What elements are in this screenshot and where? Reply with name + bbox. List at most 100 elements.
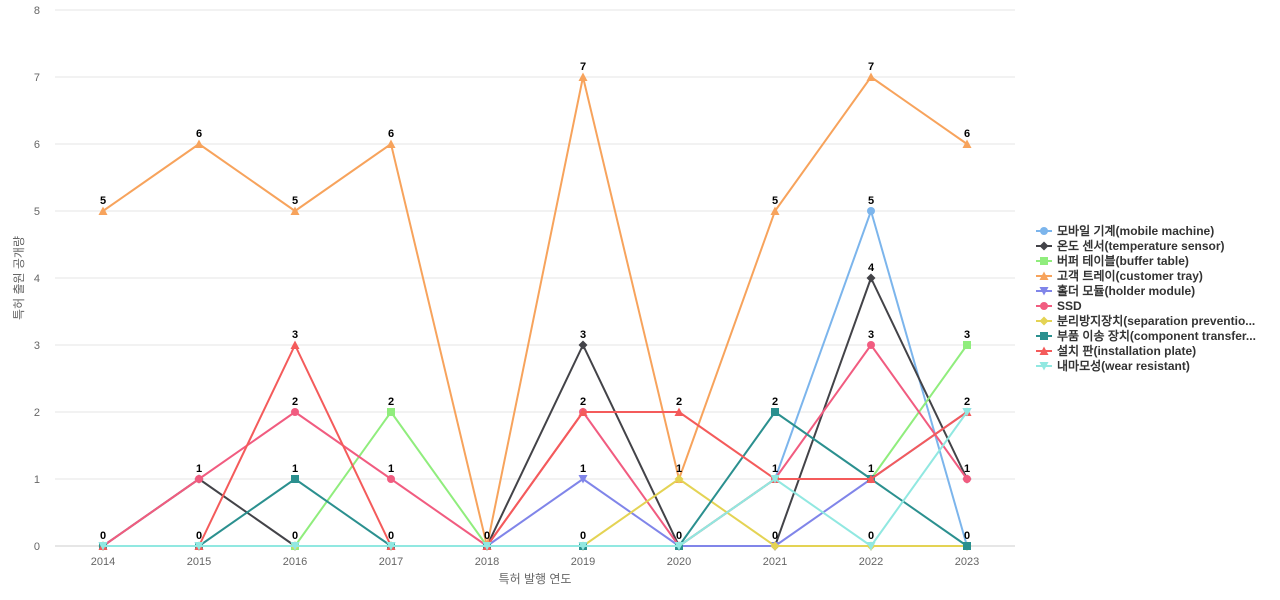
- x-tick-label: 2021: [763, 556, 787, 568]
- series-group: [98, 72, 972, 551]
- legend-item[interactable]: 내마모성(wear resistant): [1036, 358, 1190, 373]
- data-label: 2: [388, 396, 394, 408]
- data-point: [578, 542, 588, 551]
- data-point: [98, 542, 108, 551]
- x-axis-title: 특허 발행 연도: [499, 571, 572, 586]
- series-line: [102, 344, 968, 547]
- data-point: [866, 273, 876, 283]
- legend-marker: [1040, 257, 1048, 265]
- data-point: [578, 475, 588, 484]
- legend-label: 온도 센서(temperature sensor): [1057, 238, 1225, 253]
- legend-marker: [1040, 332, 1048, 340]
- series-line: [102, 411, 968, 547]
- data-point: [771, 408, 779, 416]
- data-label: 0: [484, 530, 490, 542]
- data-point: [290, 340, 300, 349]
- data-label: 7: [580, 61, 586, 73]
- x-tick-label: 2022: [859, 556, 883, 568]
- data-point: [195, 475, 203, 483]
- data-label: 1: [676, 463, 682, 475]
- y-tick-label: 2: [34, 407, 40, 419]
- data-point: [866, 474, 876, 483]
- legend-item[interactable]: 버퍼 테이블(buffer table): [1036, 253, 1189, 268]
- series-1: [99, 207, 971, 550]
- legend-label: 홀더 모듈(holder module): [1057, 283, 1195, 298]
- x-tick-label: 2017: [379, 556, 403, 568]
- data-point: [386, 542, 396, 551]
- data-label: 0: [388, 530, 394, 542]
- legend-item[interactable]: SSD: [1036, 299, 1082, 313]
- legend-marker: [1040, 227, 1048, 235]
- data-point: [963, 542, 971, 550]
- legend-marker: [1039, 362, 1049, 371]
- legend-marker: [1039, 316, 1049, 326]
- data-label: 0: [676, 530, 682, 542]
- data-label: 2: [964, 396, 970, 408]
- data-point: [770, 206, 780, 215]
- data-point: [482, 542, 492, 551]
- legend-item[interactable]: 분리방지장치(separation preventio...: [1036, 313, 1255, 328]
- data-point: [386, 139, 396, 148]
- data-label: 1: [580, 463, 586, 475]
- data-point: [98, 206, 108, 215]
- data-label: 3: [292, 329, 298, 341]
- data-point: [291, 475, 299, 483]
- series-10: [98, 408, 972, 551]
- y-tick-label: 7: [34, 72, 40, 84]
- data-label: 3: [964, 329, 970, 341]
- data-label: 5: [100, 195, 106, 207]
- legend-item[interactable]: 부품 이송 장치(component transfer...: [1036, 328, 1256, 343]
- data-label: 5: [868, 195, 874, 207]
- legend-label: 버퍼 테이블(buffer table): [1057, 253, 1189, 268]
- data-label: 6: [964, 128, 970, 140]
- data-label: 0: [292, 530, 298, 542]
- data-label: 4: [868, 262, 875, 274]
- y-tick-label: 5: [34, 206, 40, 218]
- series-line: [102, 76, 968, 547]
- legend-item[interactable]: 고객 트레이(customer tray): [1036, 268, 1203, 283]
- data-point: [578, 72, 588, 81]
- y-tick-label: 6: [34, 139, 40, 151]
- data-point: [674, 407, 684, 416]
- legend-label: 고객 트레이(customer tray): [1057, 268, 1203, 283]
- data-label: 6: [196, 128, 202, 140]
- legend-item[interactable]: 설치 판(installation plate): [1036, 343, 1196, 358]
- data-point: [387, 408, 395, 416]
- data-label: 2: [772, 396, 778, 408]
- data-label: 3: [580, 329, 586, 341]
- data-label: 0: [196, 530, 202, 542]
- legend-item[interactable]: 온도 센서(temperature sensor): [1036, 238, 1225, 253]
- data-label: 5: [292, 195, 298, 207]
- data-label: 3: [868, 329, 874, 341]
- y-tick-label: 1: [34, 474, 40, 486]
- data-label: 0: [868, 530, 874, 542]
- data-label: 1: [964, 463, 970, 475]
- data-point: [962, 139, 972, 148]
- legend-item[interactable]: 모바일 기계(mobile machine): [1036, 223, 1214, 238]
- legend-marker: [1040, 302, 1048, 310]
- data-point: [194, 139, 204, 148]
- data-label: 6: [388, 128, 394, 140]
- x-axis: 2014 2015 2016 2017 2018 2019 2020 2021 2022 2023: [91, 546, 979, 568]
- data-label: 2: [676, 396, 682, 408]
- data-point: [674, 542, 684, 551]
- data-label: 1: [388, 463, 394, 475]
- data-point: [194, 542, 204, 551]
- x-tick-label: 2016: [283, 556, 307, 568]
- data-label: 0: [964, 530, 970, 542]
- legend-item[interactable]: 홀더 모듈(holder module): [1036, 283, 1195, 298]
- data-point: [674, 474, 684, 484]
- y-tick-label: 0: [34, 541, 40, 553]
- data-point: [291, 408, 299, 416]
- legend-marker: [1039, 271, 1049, 280]
- x-tick-label: 2023: [955, 556, 979, 568]
- data-point: [963, 475, 971, 483]
- data-point: [770, 475, 780, 484]
- data-point: [866, 542, 876, 551]
- data-point: [387, 475, 395, 483]
- legend-label: SSD: [1057, 299, 1082, 313]
- y-axis: 0 1 2 3 4 5 6 7 8: [34, 5, 40, 553]
- x-tick-label: 2019: [571, 556, 595, 568]
